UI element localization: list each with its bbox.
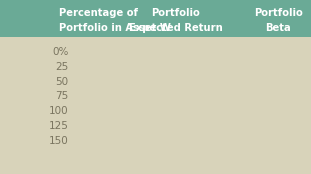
Text: Expected Return: Expected Return (129, 23, 223, 33)
Bar (0, 0, 311, 37)
Text: 125: 125 (49, 121, 68, 131)
Text: Portfolio: Portfolio (254, 8, 303, 18)
Text: Portfolio in Asset W: Portfolio in Asset W (59, 23, 171, 33)
Text: Beta: Beta (266, 23, 291, 33)
Text: Percentage of: Percentage of (59, 8, 138, 18)
Text: 0%: 0% (52, 47, 68, 57)
Text: Portfolio: Portfolio (151, 8, 200, 18)
Text: 75: 75 (55, 91, 68, 101)
Text: 25: 25 (55, 62, 68, 72)
Text: 50: 50 (55, 77, 68, 86)
Text: 150: 150 (49, 136, 68, 146)
Text: 100: 100 (49, 106, 68, 116)
